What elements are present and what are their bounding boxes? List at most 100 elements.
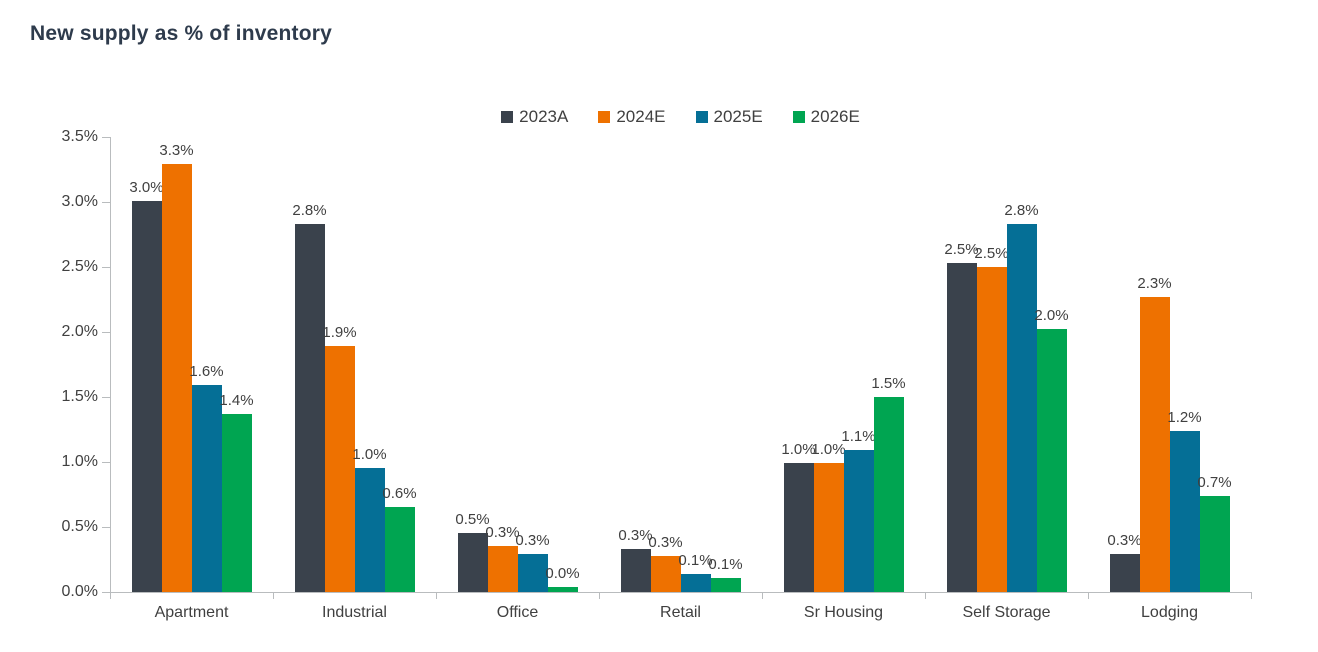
- x-axis-tick: [762, 592, 763, 599]
- bar-value-label: 1.0%: [781, 441, 816, 458]
- bar-2023A-Retail: [620, 549, 651, 592]
- x-axis-category-label: Office: [496, 604, 539, 621]
- legend-label: 2026E: [810, 107, 860, 126]
- x-axis-tick: [925, 592, 926, 599]
- bar-2026E-Lodging: [1199, 496, 1230, 592]
- legend-swatch-icon: [792, 111, 805, 123]
- bar-2026E-Sr Housing: [873, 397, 904, 592]
- bar-2026E-Industrial: [384, 507, 415, 592]
- bar-value-label: 1.1%: [841, 428, 876, 445]
- bar-2024E-Sr Housing: [813, 463, 844, 592]
- x-axis-tick: [110, 592, 111, 599]
- bar-2024E-Industrial: [324, 346, 355, 592]
- bar-value-label: 2.5%: [944, 241, 979, 258]
- y-axis-tick: [102, 527, 110, 528]
- bar-2026E-Office: [547, 587, 578, 592]
- bar-2025E-Office: [517, 554, 548, 592]
- y-axis-line: [110, 137, 111, 593]
- y-axis-tick: [102, 267, 110, 268]
- y-axis-tick-label: 1.5%: [61, 388, 98, 405]
- x-axis-category-label: Retail: [660, 604, 701, 621]
- x-axis-category-label: Apartment: [154, 604, 229, 621]
- bar-2024E-Apartment: [161, 164, 192, 592]
- bar-value-label: 2.5%: [974, 245, 1009, 262]
- y-axis-tick-label: 0.0%: [61, 583, 98, 600]
- bar-2025E-Lodging: [1169, 431, 1200, 592]
- y-axis-tick-label: 3.0%: [61, 193, 98, 210]
- bar-value-label: 0.1%: [678, 552, 713, 569]
- bar-value-label: 0.3%: [648, 534, 683, 551]
- bar-value-label: 0.3%: [1107, 532, 1142, 549]
- x-axis-tick: [599, 592, 600, 599]
- y-axis-tick: [102, 137, 110, 138]
- bar-value-label: 1.4%: [219, 392, 254, 409]
- bar-value-label: 1.6%: [189, 363, 224, 380]
- bar-value-label: 0.5%: [455, 511, 490, 528]
- x-axis-tick: [436, 592, 437, 599]
- x-axis-tick: [273, 592, 274, 599]
- x-axis-line: [110, 592, 1252, 593]
- bar-value-label: 0.6%: [382, 485, 417, 502]
- bar-value-label: 1.0%: [352, 446, 387, 463]
- y-axis-tick: [102, 462, 110, 463]
- bar-2026E-Apartment: [221, 414, 252, 592]
- legend-label: 2024E: [616, 107, 666, 126]
- bar-value-label: 0.0%: [545, 565, 580, 582]
- bar-2024E-Self Storage: [976, 267, 1007, 592]
- bar-2025E-Apartment: [191, 385, 222, 592]
- y-axis-tick: [102, 332, 110, 333]
- bar-2025E-Industrial: [354, 468, 385, 592]
- x-axis-category-label: Sr Housing: [803, 604, 884, 621]
- bar-value-label: 1.5%: [871, 375, 906, 392]
- legend-item-2026E: 2026E: [792, 107, 860, 127]
- legend: 2023A 2024E 2025E 2026E: [110, 106, 1251, 128]
- bar-value-label: 2.8%: [1004, 202, 1039, 219]
- y-axis-tick: [102, 592, 110, 593]
- bar-value-label: 1.2%: [1167, 409, 1202, 426]
- bar-2024E-Office: [487, 546, 518, 592]
- bar-value-label: 2.8%: [292, 202, 327, 219]
- bar-2025E-Retail: [680, 574, 711, 592]
- legend-label: 2023A: [519, 107, 569, 126]
- bar-value-label: 0.7%: [1197, 474, 1232, 491]
- bar-2023A-Office: [457, 533, 488, 592]
- y-axis-tick-label: 2.0%: [61, 323, 98, 340]
- x-axis-tick: [1088, 592, 1089, 599]
- legend-swatch-icon: [598, 111, 611, 123]
- bar-value-label: 3.3%: [159, 142, 194, 159]
- bar-value-label: 0.3%: [618, 527, 653, 544]
- y-axis-tick: [102, 202, 110, 203]
- legend-swatch-icon: [695, 111, 708, 123]
- bar-2023A-Self Storage: [946, 263, 977, 592]
- y-axis-tick-label: 3.5%: [61, 128, 98, 145]
- bar-value-label: 1.0%: [811, 441, 846, 458]
- x-axis-category-label: Industrial: [322, 604, 387, 621]
- bar-value-label: 2.0%: [1034, 307, 1069, 324]
- legend-item-2023A: 2023A: [501, 107, 568, 127]
- x-axis-tick: [1251, 592, 1252, 599]
- bar-value-label: 0.1%: [708, 556, 743, 573]
- bar-2023A-Sr Housing: [783, 463, 814, 592]
- legend-item-2025E: 2025E: [695, 107, 763, 127]
- bar-2025E-Sr Housing: [843, 450, 874, 592]
- bar-2024E-Retail: [650, 556, 681, 592]
- chart-title: New supply as % of inventory: [30, 22, 332, 45]
- legend-swatch-icon: [501, 111, 514, 123]
- legend-item-2024E: 2024E: [598, 107, 666, 127]
- bar-value-label: 3.0%: [129, 179, 164, 196]
- y-axis-tick: [102, 397, 110, 398]
- x-axis-category-label: Lodging: [1141, 604, 1198, 621]
- bar-2023A-Apartment: [131, 201, 162, 592]
- bar-2024E-Lodging: [1139, 297, 1170, 592]
- legend-label: 2025E: [713, 107, 763, 126]
- bar-2026E-Retail: [710, 578, 741, 592]
- bar-2025E-Self Storage: [1006, 224, 1037, 592]
- bar-2023A-Lodging: [1109, 554, 1140, 592]
- bar-value-label: 0.3%: [515, 532, 550, 549]
- bar-value-label: 2.3%: [1137, 275, 1172, 292]
- y-axis-tick-label: 0.5%: [61, 518, 98, 535]
- x-axis-category-label: Self Storage: [962, 604, 1051, 621]
- bar-value-label: 0.3%: [485, 524, 520, 541]
- y-axis-tick-label: 2.5%: [61, 258, 98, 275]
